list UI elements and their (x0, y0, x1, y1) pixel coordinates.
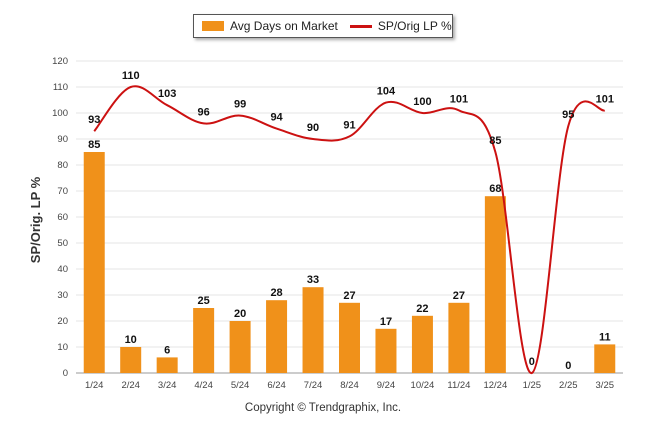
legend-label-bars: Avg Days on Market (230, 19, 338, 33)
line-data-label: 103 (158, 88, 176, 100)
line-data-label: 99 (234, 99, 246, 111)
y-tick-label: 40 (57, 264, 68, 275)
y-tick-label: 80 (57, 160, 68, 171)
legend-item-line[interactable]: SP/Orig LP % (349, 19, 452, 33)
x-tick-label: 8/24 (340, 380, 359, 391)
bar (594, 344, 616, 373)
bar-data-label: 85 (88, 139, 100, 151)
y-tick-label: 70 (57, 186, 68, 197)
bar-data-label: 17 (380, 316, 392, 328)
bar (302, 287, 324, 373)
x-tick-label: 4/24 (194, 380, 213, 391)
line-data-label: 94 (270, 112, 283, 124)
bar-data-label: 27 (343, 290, 355, 302)
copyright-credit: Copyright © Trendgraphix, Inc. (244, 402, 402, 414)
bar-data-label: 10 (125, 334, 137, 346)
line-data-label: 101 (596, 93, 614, 105)
bar (448, 302, 470, 373)
x-tick-label: 3/24 (158, 380, 177, 391)
bar-data-label: 28 (270, 287, 282, 299)
legend-swatch-line (349, 24, 372, 28)
y-tick-label: 20 (57, 316, 68, 327)
legend-label-line: SP/Orig LP % (377, 19, 452, 33)
y-tick-label: 0 (63, 368, 68, 379)
bar (375, 328, 397, 373)
y-axis-label: SP/Orig. LP % (28, 176, 43, 263)
line-data-label: 100 (413, 96, 431, 108)
x-tick-label: 5/24 (231, 380, 250, 391)
line-data-label: 95 (562, 109, 574, 121)
bar (83, 152, 105, 373)
bar (193, 308, 215, 373)
x-tick-label: 9/24 (377, 380, 396, 391)
y-tick-label: 100 (52, 108, 68, 119)
x-tick-label: 7/24 (304, 380, 323, 391)
bar (156, 357, 178, 373)
legend-item-bars[interactable]: Avg Days on Market (202, 19, 338, 33)
bar-data-label: 68 (489, 183, 501, 195)
bar-data-label: 22 (416, 303, 428, 315)
bar-data-label: 0 (565, 360, 571, 372)
line-data-label: 90 (307, 122, 319, 134)
bar (484, 196, 506, 373)
line-data-label: 85 (489, 135, 501, 147)
y-tick-label: 110 (53, 82, 68, 93)
line-data-label: 93 (88, 114, 100, 126)
x-tick-label: 2/25 (559, 380, 578, 391)
y-tick-label: 60 (57, 212, 68, 223)
y-tick-label: 50 (57, 238, 68, 249)
x-tick-label: 1/24 (85, 380, 104, 391)
line-data-label: 101 (450, 93, 468, 105)
x-tick-label: 2/24 (121, 380, 140, 391)
line-data-label: 110 (122, 70, 140, 82)
series-line (93, 85, 606, 375)
x-tick-label: 1/25 (523, 380, 542, 391)
bar (339, 302, 360, 373)
line-data-label: 104 (377, 86, 396, 98)
x-tick-label: 3/25 (596, 380, 615, 391)
x-tick-label: 11/24 (447, 380, 470, 391)
legend-swatch-bars (202, 21, 224, 31)
x-tick-label: 12/24 (483, 380, 507, 391)
bar-data-label: 27 (453, 290, 465, 302)
bar-data-label: 6 (164, 344, 170, 356)
x-tick-label: 10/24 (411, 380, 435, 391)
bar (411, 315, 433, 373)
bar-data-label: 33 (307, 274, 319, 286)
legend: Avg Days on Market SP/Orig LP % (193, 14, 453, 38)
bar-data-label: 20 (234, 308, 246, 320)
bar (229, 321, 251, 373)
y-tick-label: 90 (57, 134, 68, 145)
bar (266, 300, 288, 373)
bar (120, 347, 142, 373)
y-tick-label: 120 (52, 56, 68, 67)
y-tick-label: 10 (57, 342, 68, 353)
y-tick-label: 30 (57, 290, 68, 301)
line-data-label: 96 (198, 106, 210, 118)
line-data-label: 0 (529, 356, 535, 368)
x-tick-label: 6/24 (267, 380, 286, 391)
bar-data-label: 11 (599, 331, 611, 343)
line-data-label: 91 (343, 119, 355, 131)
bar-data-label: 25 (198, 295, 210, 307)
